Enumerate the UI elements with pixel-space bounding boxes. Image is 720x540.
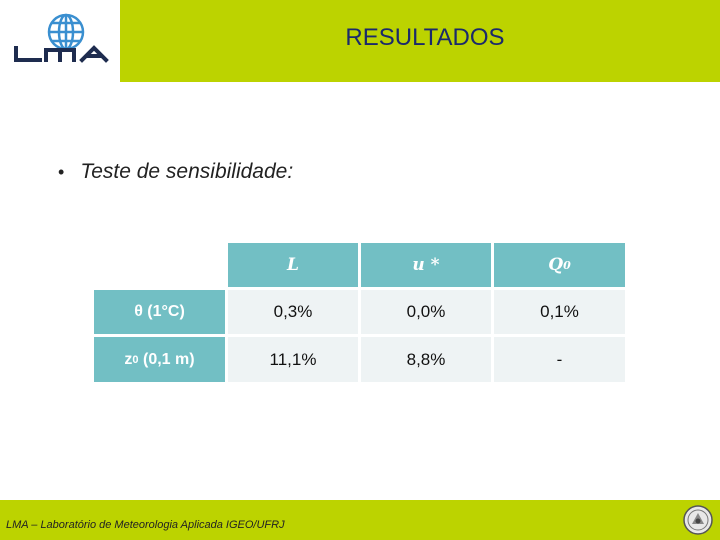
table-cell: 11,1% <box>228 337 358 382</box>
footer-text: LMA – Laboratório de Meteorologia Aplica… <box>6 519 285 531</box>
page-title: RESULTADOS <box>345 24 505 51</box>
cell-value: 11,1% <box>269 349 317 369</box>
header: RESULTADOS <box>0 0 720 82</box>
title-bar: RESULTADOS <box>120 0 720 82</box>
cell-value: 8,8% <box>406 349 446 369</box>
table-cell: - <box>494 337 625 382</box>
table-cell: 0,0% <box>361 290 491 334</box>
table-cell: 0,1% <box>494 290 625 334</box>
bullet-item: • Teste de sensibilidade: <box>58 160 293 184</box>
university-seal-icon <box>683 505 713 535</box>
cell-value: - <box>556 349 563 369</box>
bullet-text: Teste de sensibilidade: <box>80 160 294 183</box>
table-cell: 0,3% <box>228 290 358 334</box>
footer: LMA – Laboratório de Meteorologia Aplica… <box>0 500 720 540</box>
row-header-z0-unit: (0,1 m) <box>138 350 195 368</box>
row-header-theta-text: θ (1°C) <box>134 303 185 320</box>
row-header-theta: θ (1°C) <box>94 290 225 334</box>
column-header-l: L <box>228 243 358 287</box>
cell-value: 0,1% <box>540 302 579 321</box>
column-header-l-text: L <box>287 255 299 275</box>
cell-value: 0,0% <box>406 302 446 321</box>
column-header-u: u * <box>361 243 491 287</box>
bullet-dot: • <box>58 161 65 182</box>
table-cell: 8,8% <box>361 337 491 382</box>
column-header-u-text: u * <box>412 255 440 275</box>
globe-logo-icon <box>14 13 109 63</box>
row-header-z0-subscript: 0 <box>132 353 139 366</box>
cell-value: 0,3% <box>273 302 313 321</box>
column-header-q-text: Q <box>548 255 564 275</box>
logo <box>0 0 120 82</box>
row-header-z0-var: z <box>124 350 133 368</box>
column-header-q-subscript: 0 <box>563 258 571 272</box>
